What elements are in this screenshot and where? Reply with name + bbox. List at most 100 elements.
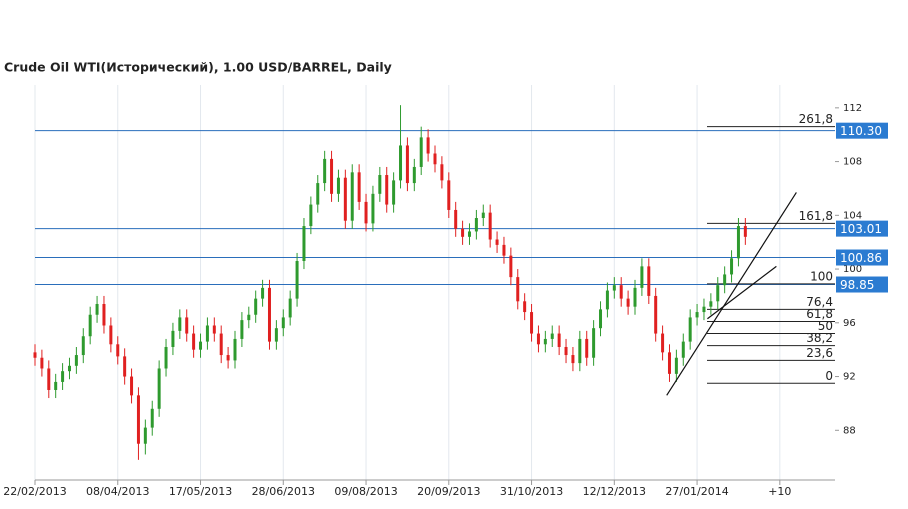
candle-body bbox=[330, 158, 334, 194]
fib-label: 61,8 bbox=[806, 307, 833, 321]
candle-body bbox=[357, 172, 361, 202]
candle-body bbox=[226, 355, 230, 361]
candle-body bbox=[323, 158, 327, 184]
x-tick-label: 27/01/2014 bbox=[665, 485, 728, 498]
x-tick-label: 17/05/2013 bbox=[169, 485, 232, 498]
candle-body bbox=[440, 164, 444, 181]
fib-label: 76,4 bbox=[806, 295, 833, 309]
candle-body bbox=[736, 226, 740, 259]
fib-label: 0 bbox=[825, 369, 833, 383]
candle-body bbox=[667, 352, 671, 374]
y-tick-label: 104 bbox=[843, 210, 862, 221]
candle-body bbox=[261, 287, 265, 299]
candle-body bbox=[40, 357, 44, 369]
y-tick-label: 92 bbox=[843, 372, 856, 383]
candle-body bbox=[288, 298, 292, 318]
price-box-label: 110.30 bbox=[840, 124, 882, 138]
fib-label: 100 bbox=[810, 269, 833, 283]
fib-label: 50 bbox=[818, 319, 833, 333]
x-tick-label: 09/08/2013 bbox=[334, 485, 397, 498]
candle-body bbox=[543, 338, 547, 345]
fib-label: 38,2 bbox=[806, 331, 833, 345]
candle-body bbox=[723, 274, 727, 286]
candle-body bbox=[564, 346, 568, 356]
candle-body bbox=[702, 306, 706, 313]
price-box bbox=[836, 122, 888, 139]
candle-body bbox=[233, 338, 237, 361]
fib-label: 161,8 bbox=[799, 209, 833, 223]
candle-body bbox=[495, 239, 499, 245]
candle-body bbox=[309, 204, 313, 227]
candle-body bbox=[247, 314, 251, 321]
candle-body bbox=[509, 255, 513, 278]
y-tick-label: 88 bbox=[843, 425, 856, 436]
candle-body bbox=[709, 301, 713, 307]
x-tick-label: 12/12/2013 bbox=[583, 485, 646, 498]
candle-body bbox=[378, 175, 382, 194]
candle-body bbox=[647, 266, 651, 296]
candle-body bbox=[454, 209, 458, 229]
candle-body bbox=[592, 328, 596, 358]
candle-body bbox=[54, 381, 58, 390]
candle-body bbox=[730, 258, 734, 275]
price-box-label: 103.01 bbox=[840, 222, 882, 236]
candle-body bbox=[640, 266, 644, 288]
price-box-label: 100.86 bbox=[840, 251, 882, 265]
candle-body bbox=[467, 231, 471, 237]
candle-body bbox=[571, 355, 575, 364]
candle-body bbox=[185, 317, 189, 334]
candle-body bbox=[281, 317, 285, 329]
candle-body bbox=[302, 226, 306, 262]
candle-body bbox=[81, 336, 85, 356]
y-tick-label: 112 bbox=[843, 103, 862, 114]
candle-body bbox=[371, 193, 375, 224]
candle-body bbox=[123, 356, 127, 377]
candle-body bbox=[681, 341, 685, 358]
candle-body bbox=[47, 368, 51, 390]
candle-body bbox=[557, 333, 561, 347]
candle-body bbox=[88, 314, 92, 337]
candle-body bbox=[585, 338, 589, 358]
trendline bbox=[666, 192, 797, 396]
candle-body bbox=[240, 320, 244, 339]
candle-body bbox=[343, 177, 347, 221]
candle-body bbox=[695, 312, 699, 318]
x-tick-label: +10 bbox=[768, 485, 791, 498]
candle-body bbox=[433, 153, 437, 165]
candle-body bbox=[516, 277, 520, 302]
price-box bbox=[836, 220, 888, 237]
candle-body bbox=[205, 325, 209, 342]
candle-body bbox=[254, 298, 258, 315]
candle-body bbox=[392, 180, 396, 205]
x-tick-label: 08/04/2013 bbox=[86, 485, 149, 498]
candle-body bbox=[192, 333, 196, 350]
candle-body bbox=[267, 287, 271, 342]
candle-body bbox=[102, 303, 106, 326]
candle-body bbox=[716, 285, 720, 302]
candle-body bbox=[447, 180, 451, 210]
candle-body bbox=[633, 287, 637, 307]
x-tick-label: 22/02/2013 bbox=[3, 485, 66, 498]
candle-body bbox=[674, 357, 678, 374]
candle-body bbox=[599, 309, 603, 329]
candle-body bbox=[419, 137, 423, 167]
price-box-label: 98.85 bbox=[840, 278, 874, 292]
candle-body bbox=[605, 290, 609, 310]
candle-body bbox=[661, 333, 665, 353]
trendline bbox=[707, 265, 777, 320]
candle-body bbox=[67, 365, 71, 372]
candle-body bbox=[488, 212, 492, 240]
x-tick-label: 28/06/2013 bbox=[252, 485, 315, 498]
fib-label: 23,6 bbox=[806, 346, 833, 360]
candle-body bbox=[385, 175, 389, 205]
candle-body bbox=[274, 328, 278, 342]
candle-body bbox=[74, 355, 78, 366]
fib-label: 261,8 bbox=[799, 112, 833, 126]
candle-body bbox=[178, 317, 182, 331]
candle-body bbox=[33, 352, 37, 358]
y-tick-label: 108 bbox=[843, 157, 862, 168]
x-tick-label: 31/10/2013 bbox=[500, 485, 563, 498]
candle-body bbox=[157, 368, 161, 409]
candle-body bbox=[426, 137, 430, 154]
